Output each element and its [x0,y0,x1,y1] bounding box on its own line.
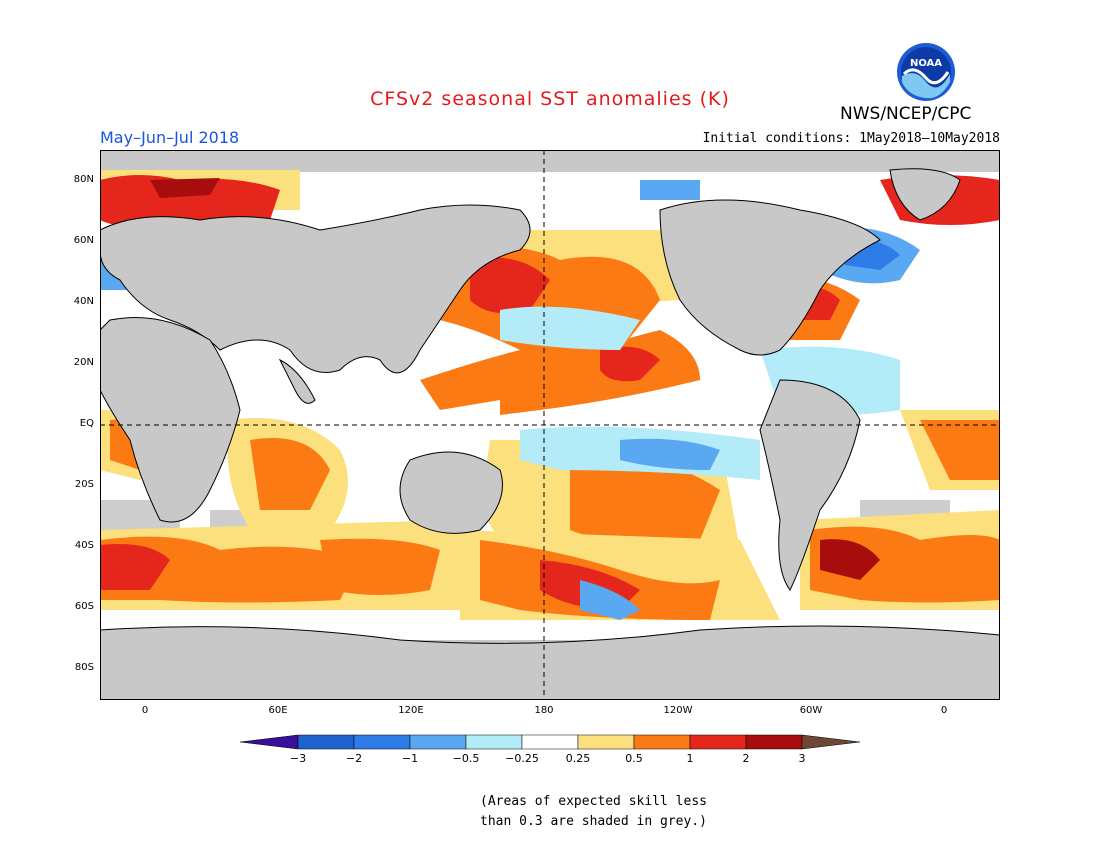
lon-label: 0 [940,705,948,716]
lon-label: 60E [268,705,288,716]
colorbar: −3 −2 −1 −0.5 −0.25 0.25 0.5 1 2 3 [239,733,861,773]
land-greenland [889,168,961,221]
lon-label: 60W [799,705,823,716]
agency-label: NWS/NCEP/CPC [840,104,972,124]
footnote-line-2: than 0.3 are shaded in grey.) [480,814,707,829]
colorbar-tick-label: −0.25 [505,752,539,765]
lat-label: 20N [73,357,94,368]
lat-label: 80N [73,174,94,185]
logo-text: NOAA [910,58,942,69]
map-svg [99,149,1001,701]
colorbar-svg: −3 −2 −1 −0.5 −0.25 0.25 0.5 1 2 3 [239,734,861,765]
lat-label: 60S [74,601,94,612]
colorbar-arrow-max [801,734,861,750]
noaa-logo: NOAA [896,42,956,106]
forecast-period: May–Jun–Jul 2018 [100,128,240,147]
colorbar-box [409,734,467,750]
colorbar-tick-label: −3 [290,752,306,765]
colorbar-tick-label: 2 [743,752,750,765]
land-australia [399,451,503,534]
colorbar-tick-label: 0.5 [625,752,643,765]
land-antarctica [100,625,1000,700]
colorbar-box [745,734,803,750]
initial-conditions: Initial conditions: 1May2018–10May2018 [702,131,1000,146]
colorbar-tick-label: −2 [346,752,362,765]
colorbar-tick-label: −0.5 [453,752,480,765]
land-eurasia [100,204,531,374]
colorbar-box [689,734,747,750]
sst-anomaly-map [99,149,1001,701]
colorbar-box [577,734,635,750]
lon-label: 120W [663,705,693,716]
lat-label: 60N [73,235,94,246]
land-india [278,358,316,404]
colorbar-box [633,734,691,750]
colorbar-box [353,734,411,750]
warm-anomaly-patches [100,170,1000,620]
skill-footnote: (Areas of expected skill less than 0.3 a… [480,792,707,832]
lat-label: EQ [79,418,94,429]
colorbar-tick-label: 3 [799,752,806,765]
lon-label: 180 [534,705,554,716]
colorbar-box [297,734,355,750]
lon-label: 120E [398,705,424,716]
land-north-america [659,199,881,356]
lat-label: 40N [73,296,94,307]
colorbar-box [465,734,523,750]
colorbar-tick-label: 1 [687,752,694,765]
lat-label: 80S [74,662,94,673]
colorbar-tick-label: −1 [402,752,418,765]
colorbar-arrow-min [239,734,299,750]
lon-label: 0 [141,705,149,716]
cool-anomaly-patches [100,180,920,620]
land-africa [100,317,241,523]
colorbar-box [521,734,579,750]
map-title: CFSv2 seasonal SST anomalies (K) [370,88,730,110]
lat-label: 40S [74,540,94,551]
colorbar-tick-label: 0.25 [566,752,591,765]
lat-label: 20S [74,479,94,490]
land-south-america [759,379,861,591]
land-masses [100,168,1000,700]
footnote-line-1: (Areas of expected skill less [480,794,707,809]
